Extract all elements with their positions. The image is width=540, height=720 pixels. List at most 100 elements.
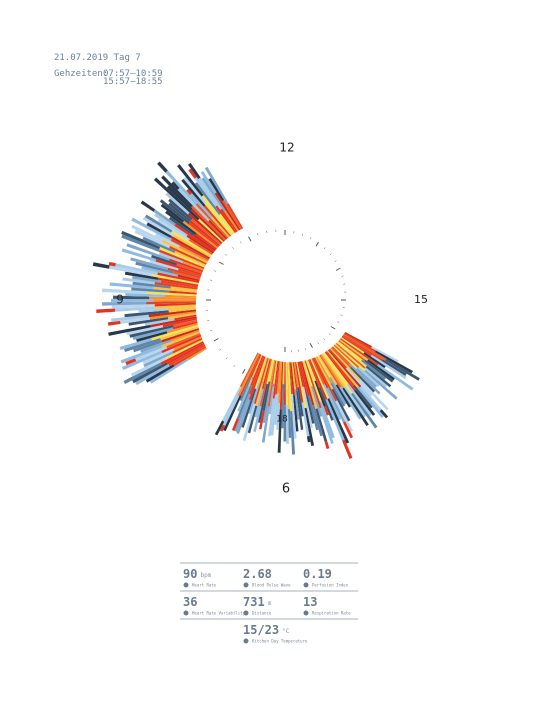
bar-segment xyxy=(261,406,270,443)
bar-segment xyxy=(158,277,199,287)
bar-segment xyxy=(317,355,331,378)
bar-segment xyxy=(176,263,203,274)
bar-segment xyxy=(312,404,323,437)
bar-segment xyxy=(268,359,275,382)
bar-segment xyxy=(108,324,151,336)
tick xyxy=(340,314,343,316)
bar-segment xyxy=(311,358,325,385)
bar-segment xyxy=(146,222,172,238)
bar-segment xyxy=(250,354,262,378)
tick xyxy=(213,270,217,272)
bar-segment xyxy=(166,323,198,334)
bar-segment xyxy=(367,359,395,381)
bar-segment xyxy=(194,182,221,216)
bar-segment xyxy=(186,234,214,254)
bar-segment xyxy=(250,355,264,386)
bar-segment xyxy=(188,162,201,179)
bar-segment xyxy=(248,354,263,386)
bar-segment xyxy=(261,358,271,390)
tick xyxy=(341,275,344,277)
bar-segment xyxy=(336,341,367,368)
bar-segment xyxy=(306,359,316,382)
bar-segment xyxy=(135,364,170,386)
bar-segment xyxy=(339,339,369,361)
bar-segment xyxy=(315,408,328,442)
bar-segment xyxy=(121,350,163,371)
bar-segment xyxy=(165,339,204,360)
bar-segment xyxy=(253,405,262,433)
bar-segment xyxy=(320,354,345,389)
bar-segment xyxy=(277,409,282,453)
metric-label: Blood Pulse Wave xyxy=(252,583,291,588)
bar-segment xyxy=(303,360,313,387)
bar-segment xyxy=(151,273,199,285)
bar-segment xyxy=(140,200,156,212)
bar-segment xyxy=(153,177,170,193)
bar-segment xyxy=(187,347,207,361)
bar-segment xyxy=(204,202,233,236)
bar-segment xyxy=(166,185,193,211)
bar-segment xyxy=(211,216,230,238)
bar-segment xyxy=(293,395,299,432)
bar-segment xyxy=(170,238,210,261)
bar-segment xyxy=(255,358,270,407)
bar-segment xyxy=(283,405,287,442)
bar-segment xyxy=(188,168,197,179)
tick xyxy=(209,330,212,332)
bar-segment xyxy=(259,359,272,407)
bar-segment xyxy=(356,367,378,388)
bar-segment xyxy=(121,230,161,250)
bar-segment xyxy=(339,426,350,444)
bar-segment xyxy=(371,346,399,363)
bar-segment xyxy=(361,359,386,380)
bar-segment xyxy=(270,394,277,436)
bar-segment xyxy=(214,192,241,231)
bar-segment xyxy=(326,350,359,388)
bar-segment xyxy=(290,362,295,396)
bar-segment xyxy=(222,199,242,230)
bar-segment xyxy=(300,361,315,406)
metric-icon xyxy=(303,610,309,616)
bar-segment xyxy=(183,176,207,204)
metric-label: Perfusion Index xyxy=(312,583,349,588)
bar-segment xyxy=(325,350,355,387)
bar-segment xyxy=(351,392,378,429)
bar-segment xyxy=(144,318,175,326)
bar-segment xyxy=(323,384,342,420)
bar-segment xyxy=(346,383,372,417)
bar-segment xyxy=(330,382,346,407)
bar-segment xyxy=(342,335,383,361)
bar-segment xyxy=(161,331,201,348)
bar-segment xyxy=(239,352,259,388)
bar-segment xyxy=(131,287,170,293)
tick xyxy=(262,381,264,384)
bar-segment xyxy=(162,318,197,328)
bar-segment xyxy=(160,341,204,365)
bar-segment xyxy=(208,219,228,240)
bar-segment xyxy=(234,393,251,432)
bar-segment xyxy=(297,361,305,388)
bar-segment xyxy=(145,364,175,383)
bar-segment xyxy=(159,246,206,268)
bar-segment xyxy=(268,360,276,390)
bar-segment xyxy=(161,328,200,343)
metric-unit: bpm xyxy=(200,572,211,579)
bar-segment xyxy=(96,308,116,314)
bar-segment xyxy=(146,301,196,305)
bar-segment xyxy=(305,394,315,424)
bar-segment xyxy=(297,387,304,417)
bar-segment xyxy=(309,359,328,400)
bar-segment xyxy=(301,402,310,437)
bar-segment xyxy=(215,205,237,233)
bar-segment xyxy=(339,386,362,420)
bar-segment xyxy=(330,347,352,369)
bar-segment xyxy=(343,386,367,418)
bar-segment xyxy=(319,407,334,444)
tick xyxy=(317,342,320,345)
metric-icon xyxy=(183,610,189,616)
bar-segment xyxy=(379,409,389,419)
bar-segment xyxy=(192,233,216,252)
tick xyxy=(309,237,312,240)
metric-label: Respiration Rate xyxy=(312,611,351,616)
